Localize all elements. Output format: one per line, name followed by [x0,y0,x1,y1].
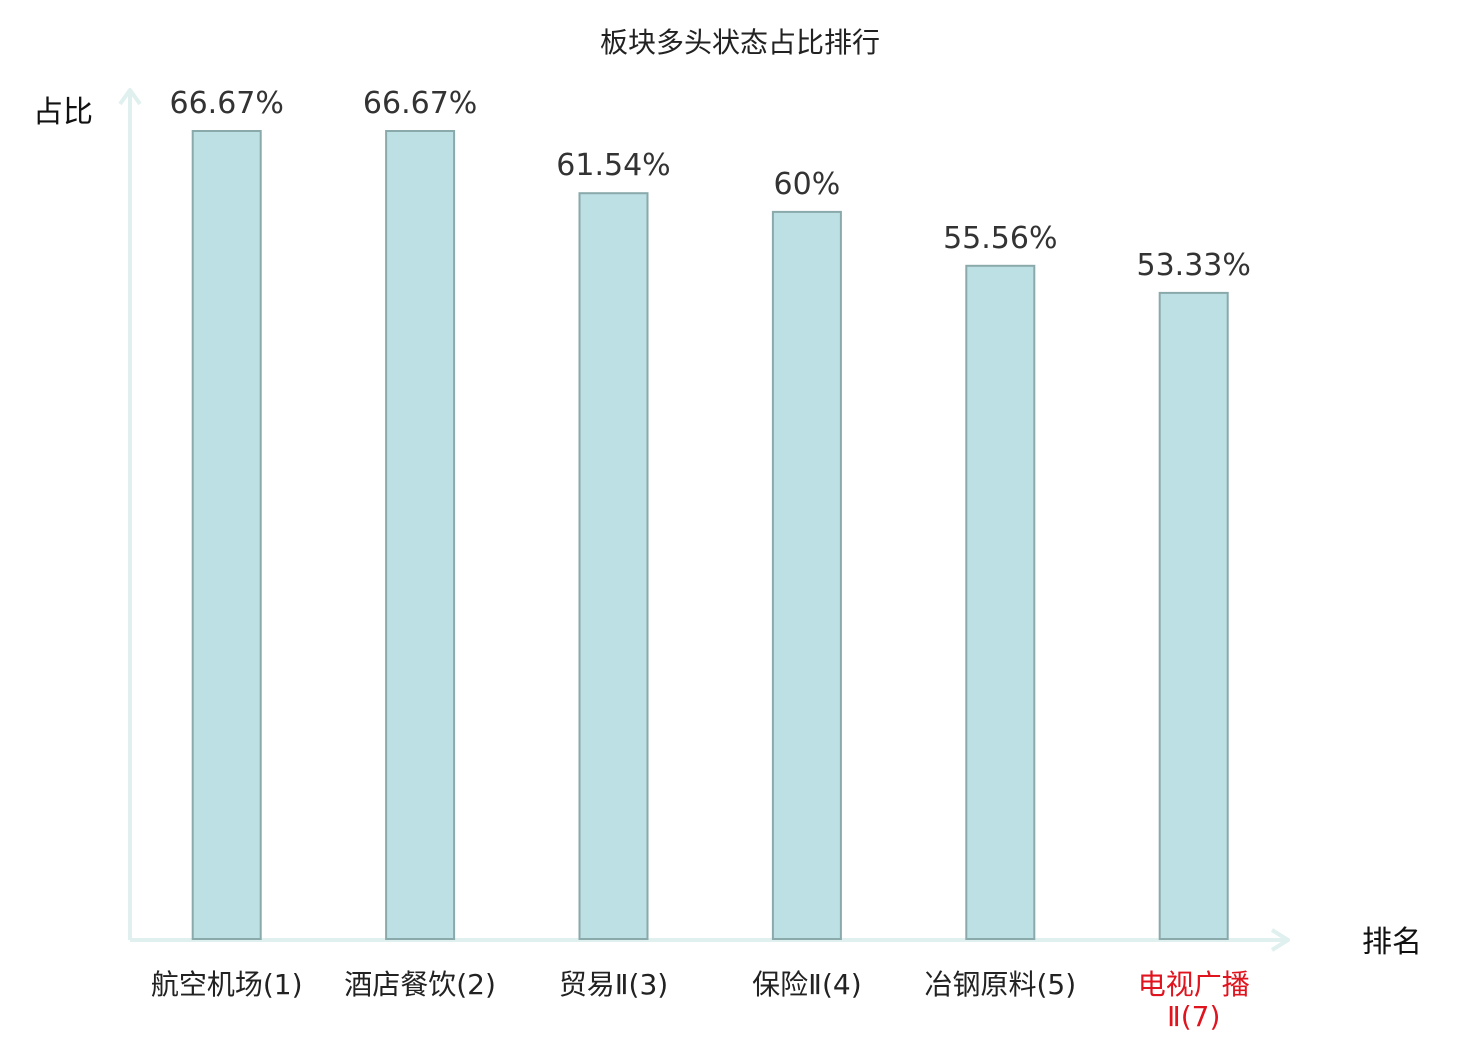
tick-label-line: 保险Ⅱ(4) [752,968,861,1001]
tick-label-1: 酒店餐饮(2) [344,968,496,1001]
value-label-1: 66.67% [363,86,477,121]
y-axis-label: 占比 [33,95,93,130]
tick-label-3: 保险Ⅱ(4) [752,968,861,1001]
bar-2 [578,192,649,940]
bars-group [191,130,1229,940]
tick-label-line: 电视广播 [1138,968,1250,1001]
tick-label-line: 贸易Ⅱ(3) [559,968,668,1001]
chart-title: 板块多头状态占比排行 [600,26,880,59]
y-axis-arrow [118,88,142,106]
value-label-0: 66.67% [170,86,284,121]
x-axis-arrow [1270,928,1290,952]
bar-0 [191,130,262,940]
tick-label-line: 航空机场(1) [151,968,303,1001]
bar-5 [1158,291,1229,940]
tick-label-line: 酒店餐饮(2) [344,968,496,1001]
value-labels-group: 66.67% 66.67% 61.54% 60% 55.56% 53.33% [170,86,1251,283]
tick-label-2: 贸易Ⅱ(3) [559,968,668,1001]
value-label-5: 53.33% [1137,248,1251,283]
tick-label-4: 冶钢原料(5) [924,968,1076,1001]
value-label-2: 61.54% [556,148,670,183]
bar-4 [965,264,1036,940]
bar-1 [385,130,456,940]
tick-label-line: Ⅱ(7) [1167,1000,1220,1033]
tick-label-5: 电视广播 Ⅱ(7) [1138,968,1250,1033]
value-label-4: 55.56% [943,221,1057,256]
tick-labels-group: 航空机场(1) 酒店餐饮(2) 贸易Ⅱ(3) 保险Ⅱ(4) 冶钢原料(5) 电视广播 Ⅱ(7… [151,968,1250,1033]
tick-label-0: 航空机场(1) [151,968,303,1001]
tick-label-line: 冶钢原料(5) [924,968,1076,1001]
x-axis-label: 排名 [1362,925,1422,960]
value-label-3: 60% [774,167,841,202]
bar-3 [771,210,842,940]
